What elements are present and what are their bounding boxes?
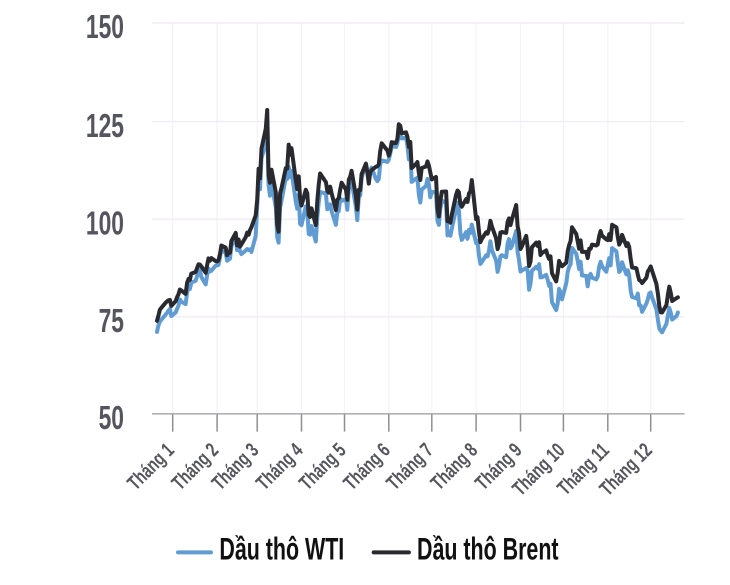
svg-text:100: 100 bbox=[86, 205, 124, 242]
svg-text:50: 50 bbox=[99, 400, 124, 437]
svg-text:75: 75 bbox=[99, 303, 124, 340]
svg-text:125: 125 bbox=[86, 108, 124, 145]
svg-text:Dầu thô Brent: Dầu thô Brent bbox=[417, 532, 559, 567]
svg-text:150: 150 bbox=[86, 9, 124, 46]
svg-text:Dầu thô WTI: Dầu thô WTI bbox=[219, 532, 344, 567]
